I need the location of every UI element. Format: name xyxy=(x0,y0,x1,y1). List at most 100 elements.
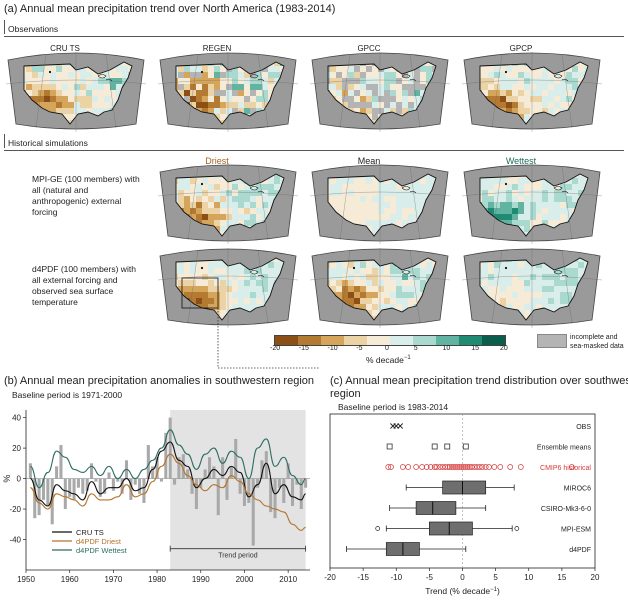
precip-cell xyxy=(378,96,384,102)
precip-cell xyxy=(482,66,488,72)
precip-cell xyxy=(328,274,330,280)
precip-cell xyxy=(238,66,244,72)
precip-cell xyxy=(250,202,256,208)
precip-cell xyxy=(196,78,202,84)
precip-cell xyxy=(342,292,348,298)
precip-cell xyxy=(480,84,482,90)
precip-cell xyxy=(542,220,548,226)
map-gpcc xyxy=(309,52,451,132)
precip-cell xyxy=(32,72,38,78)
precip-cell xyxy=(202,292,208,298)
precip-cell xyxy=(348,214,354,220)
anomaly-bar xyxy=(41,478,46,500)
precip-cell xyxy=(360,214,366,220)
precip-cell xyxy=(232,208,238,214)
precip-cell xyxy=(426,66,432,72)
precip-cell xyxy=(226,292,232,298)
precip-cell xyxy=(512,208,518,214)
precip-cell xyxy=(554,184,560,190)
precip-cell xyxy=(184,190,190,196)
precip-cell xyxy=(244,292,250,298)
precip-cell xyxy=(524,292,530,298)
precip-cell xyxy=(214,262,220,268)
precip-cell xyxy=(190,72,196,78)
precip-cell xyxy=(396,208,402,214)
anomaly-bar xyxy=(304,478,308,488)
precip-cell xyxy=(262,208,268,214)
precip-cell xyxy=(524,226,530,232)
precip-cell xyxy=(536,102,542,108)
precip-cell xyxy=(512,220,518,226)
precip-cell xyxy=(214,202,220,208)
map-gpcp xyxy=(461,52,603,132)
precip-cell xyxy=(354,78,360,84)
precip-cell xyxy=(408,102,414,108)
precip-cell xyxy=(330,190,336,196)
precip-cell xyxy=(500,78,506,84)
precip-cell xyxy=(426,238,432,244)
precip-cell xyxy=(328,178,330,184)
precip-cell xyxy=(244,84,250,90)
precip-cell xyxy=(354,208,360,214)
marker-dot xyxy=(504,266,508,270)
precip-cell xyxy=(256,102,262,108)
x-tick-label: -20 xyxy=(324,573,336,582)
great-lakes xyxy=(401,186,417,194)
precip-cell xyxy=(378,102,384,108)
precip-cell xyxy=(414,178,420,184)
cmip6-point xyxy=(497,464,504,470)
precip-cell xyxy=(56,84,62,90)
precip-cell xyxy=(482,78,488,84)
precip-cell xyxy=(98,90,104,96)
precip-cell xyxy=(250,298,256,304)
colorbar-segment xyxy=(321,336,344,345)
precip-cell xyxy=(232,90,238,96)
precip-cell xyxy=(360,184,366,190)
precip-cell xyxy=(512,292,518,298)
precip-cell xyxy=(488,84,494,90)
x-axis-label: Trend (% decade−1) xyxy=(425,586,500,596)
precip-cell xyxy=(202,196,208,202)
precip-cell xyxy=(554,72,560,78)
precip-cell xyxy=(408,280,414,286)
precip-cell xyxy=(226,78,232,84)
precip-cell xyxy=(372,304,378,310)
great-lakes xyxy=(249,270,265,278)
precip-cell xyxy=(348,184,354,190)
precip-cell xyxy=(190,66,196,72)
precip-cell xyxy=(256,286,262,292)
precip-cell xyxy=(494,72,500,78)
precip-cell xyxy=(372,274,378,280)
precip-cell xyxy=(390,202,396,208)
precip-cell xyxy=(122,78,128,84)
precip-cell xyxy=(548,220,554,226)
precip-cell xyxy=(482,274,488,280)
anomaly-bar xyxy=(207,457,212,479)
precip-cell xyxy=(542,274,548,280)
precip-cell xyxy=(366,214,372,220)
precip-cell xyxy=(250,90,256,96)
precip-cell xyxy=(324,238,330,244)
precip-cell xyxy=(208,78,214,84)
precip-cell xyxy=(566,196,572,202)
precip-cell xyxy=(184,280,190,286)
precip-cell xyxy=(384,108,390,114)
precip-cell xyxy=(220,208,226,214)
anomaly-bar xyxy=(72,478,76,500)
precip-cell xyxy=(420,66,426,72)
precip-cell xyxy=(354,202,360,208)
precip-cell xyxy=(366,280,372,286)
precip-cell xyxy=(360,78,366,84)
precip-cell xyxy=(530,72,536,78)
masked-label-line2: sea-masked data xyxy=(570,343,624,350)
precip-cell xyxy=(476,126,482,132)
precip-cell xyxy=(366,226,372,232)
precip-cell xyxy=(384,102,390,108)
precip-cell xyxy=(348,190,354,196)
precip-cell xyxy=(578,174,584,178)
precip-cell xyxy=(396,280,402,286)
precip-cell xyxy=(274,274,280,280)
precip-cell xyxy=(390,214,396,220)
precip-cell xyxy=(244,190,250,196)
colorbar-tick-label: 10 xyxy=(442,345,451,352)
